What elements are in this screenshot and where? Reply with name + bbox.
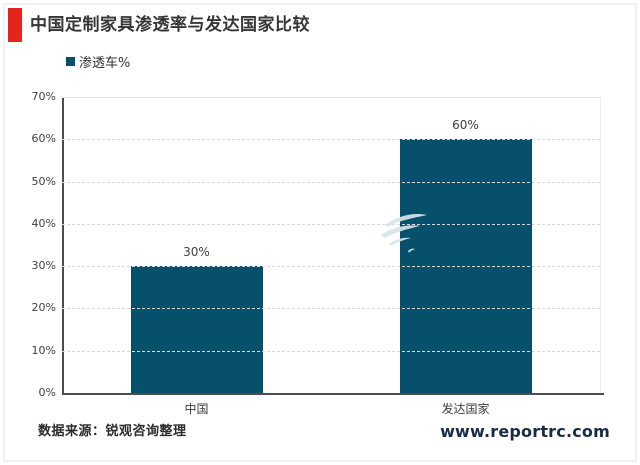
y-tick-label: 0% <box>38 386 56 399</box>
gridline-70 <box>62 97 600 98</box>
y-tick-label: 40% <box>31 216 56 230</box>
bar-中国 <box>130 266 263 393</box>
y-tick-label: 20% <box>31 301 56 315</box>
x-category-label: 中国 <box>184 402 209 416</box>
gridline-40 <box>62 223 600 225</box>
gridline-60 <box>62 139 600 141</box>
watermark-wing-icon <box>381 214 427 253</box>
y-tick-label: 30% <box>31 259 56 273</box>
legend: 渗透车% <box>66 52 131 71</box>
bar-value-label: 30% <box>183 245 210 260</box>
y-tick-label: 10% <box>31 343 56 357</box>
legend-label: 渗透车% <box>79 55 131 71</box>
y-tick-label: 70% <box>31 90 56 103</box>
plot-right-border <box>600 97 601 393</box>
gridline-50 <box>62 181 600 183</box>
website-url: www.reportrc.com <box>440 422 610 441</box>
title-accent-bar <box>8 8 22 42</box>
gridline-20 <box>62 308 600 310</box>
y-tick-label: 60% <box>31 132 56 146</box>
legend-marker-icon <box>66 56 75 66</box>
bar-value-label: 60% <box>452 118 479 133</box>
y-tick-label: 50% <box>31 174 56 188</box>
x-axis-line <box>62 393 604 395</box>
y-axis-line <box>62 97 64 393</box>
gridline-10 <box>62 350 600 352</box>
x-category-label: 发达国家 <box>441 402 490 416</box>
gridline-30 <box>62 266 600 268</box>
source-note: 数据来源：锐观咨询整理 <box>38 424 187 439</box>
chart-title: 中国定制家具渗透率与发达国家比较 <box>30 15 310 35</box>
